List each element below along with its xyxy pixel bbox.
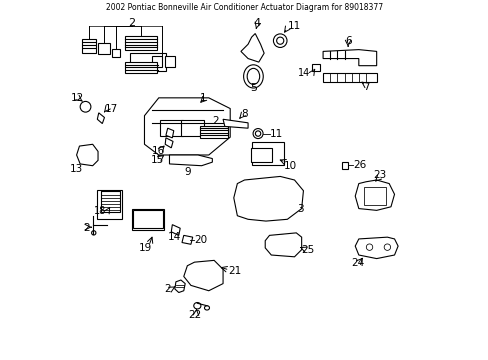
Polygon shape [233, 176, 303, 221]
Bar [152, 56, 162, 67]
Bar [124, 36, 157, 50]
Ellipse shape [193, 302, 201, 309]
Bar [160, 120, 183, 136]
Bar [200, 126, 228, 138]
Polygon shape [175, 280, 185, 293]
Text: 11: 11 [270, 129, 283, 139]
Text: 14: 14 [168, 232, 181, 242]
Polygon shape [264, 233, 301, 257]
Text: 25: 25 [301, 245, 314, 255]
Text: 24: 24 [351, 258, 364, 268]
Ellipse shape [274, 235, 291, 252]
Ellipse shape [273, 34, 286, 48]
Text: 26: 26 [353, 159, 366, 170]
Text: 4: 4 [253, 18, 260, 28]
Text: 5: 5 [249, 83, 256, 93]
Polygon shape [171, 225, 180, 235]
Text: 2: 2 [163, 284, 170, 294]
Bar [250, 148, 272, 162]
Bar [112, 49, 120, 57]
Polygon shape [169, 155, 212, 166]
Text: 2: 2 [83, 223, 90, 233]
Ellipse shape [204, 306, 209, 310]
Bar [101, 191, 120, 212]
Ellipse shape [277, 239, 288, 249]
Text: 2002 Pontiac Bonneville Air Conditioner Actuator Diagram for 89018377: 2002 Pontiac Bonneville Air Conditioner … [106, 3, 382, 12]
Polygon shape [241, 33, 264, 62]
Text: 11: 11 [287, 21, 300, 31]
Polygon shape [77, 144, 98, 166]
Text: 15: 15 [150, 156, 163, 165]
Text: 23: 23 [372, 170, 386, 180]
Text: 13: 13 [70, 164, 83, 174]
Text: 7: 7 [362, 82, 368, 92]
Polygon shape [82, 39, 96, 53]
Polygon shape [183, 260, 223, 291]
Text: 2: 2 [212, 116, 219, 126]
Polygon shape [223, 119, 247, 128]
Polygon shape [165, 128, 173, 138]
Ellipse shape [80, 102, 91, 112]
Bar [311, 64, 319, 71]
Bar [341, 162, 348, 169]
Ellipse shape [253, 129, 263, 139]
Ellipse shape [262, 183, 298, 217]
Text: 19: 19 [138, 243, 151, 253]
Text: 16: 16 [152, 147, 165, 157]
Ellipse shape [243, 65, 263, 88]
Text: 6: 6 [344, 36, 351, 46]
Ellipse shape [255, 131, 260, 136]
Polygon shape [97, 113, 104, 123]
Bar [130, 53, 165, 71]
Text: 9: 9 [183, 167, 190, 177]
Text: 3: 3 [297, 203, 304, 213]
Bar [251, 141, 283, 165]
Polygon shape [323, 73, 376, 82]
Ellipse shape [91, 231, 96, 235]
Text: 1: 1 [200, 93, 206, 103]
Bar [97, 190, 122, 219]
Ellipse shape [274, 195, 285, 204]
Text: 17: 17 [104, 104, 118, 113]
Polygon shape [182, 235, 192, 244]
Text: 8: 8 [241, 109, 247, 119]
Bar [133, 210, 163, 228]
Ellipse shape [384, 244, 390, 250]
Text: 21: 21 [228, 266, 241, 276]
Bar [364, 187, 385, 205]
Bar [132, 208, 164, 230]
Polygon shape [323, 50, 376, 66]
Ellipse shape [246, 68, 259, 85]
Ellipse shape [268, 189, 291, 210]
Text: 22: 22 [188, 310, 202, 320]
Text: 12: 12 [71, 93, 84, 103]
Polygon shape [354, 180, 394, 210]
Ellipse shape [366, 244, 372, 250]
Polygon shape [354, 237, 397, 258]
Text: 18: 18 [94, 206, 106, 216]
Text: 2: 2 [128, 18, 135, 28]
Ellipse shape [276, 37, 283, 44]
Bar [124, 62, 157, 73]
Bar [98, 43, 110, 54]
Polygon shape [165, 138, 173, 148]
Polygon shape [144, 98, 230, 155]
Text: 10: 10 [283, 161, 296, 171]
Bar [165, 56, 175, 67]
Text: 20: 20 [194, 235, 207, 245]
Text: 14: 14 [298, 68, 310, 78]
Bar [181, 120, 204, 136]
